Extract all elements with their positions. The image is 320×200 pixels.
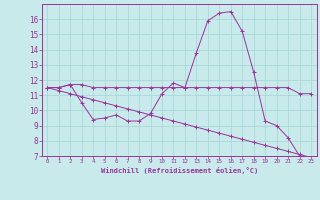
X-axis label: Windchill (Refroidissement éolien,°C): Windchill (Refroidissement éolien,°C) bbox=[100, 167, 258, 174]
